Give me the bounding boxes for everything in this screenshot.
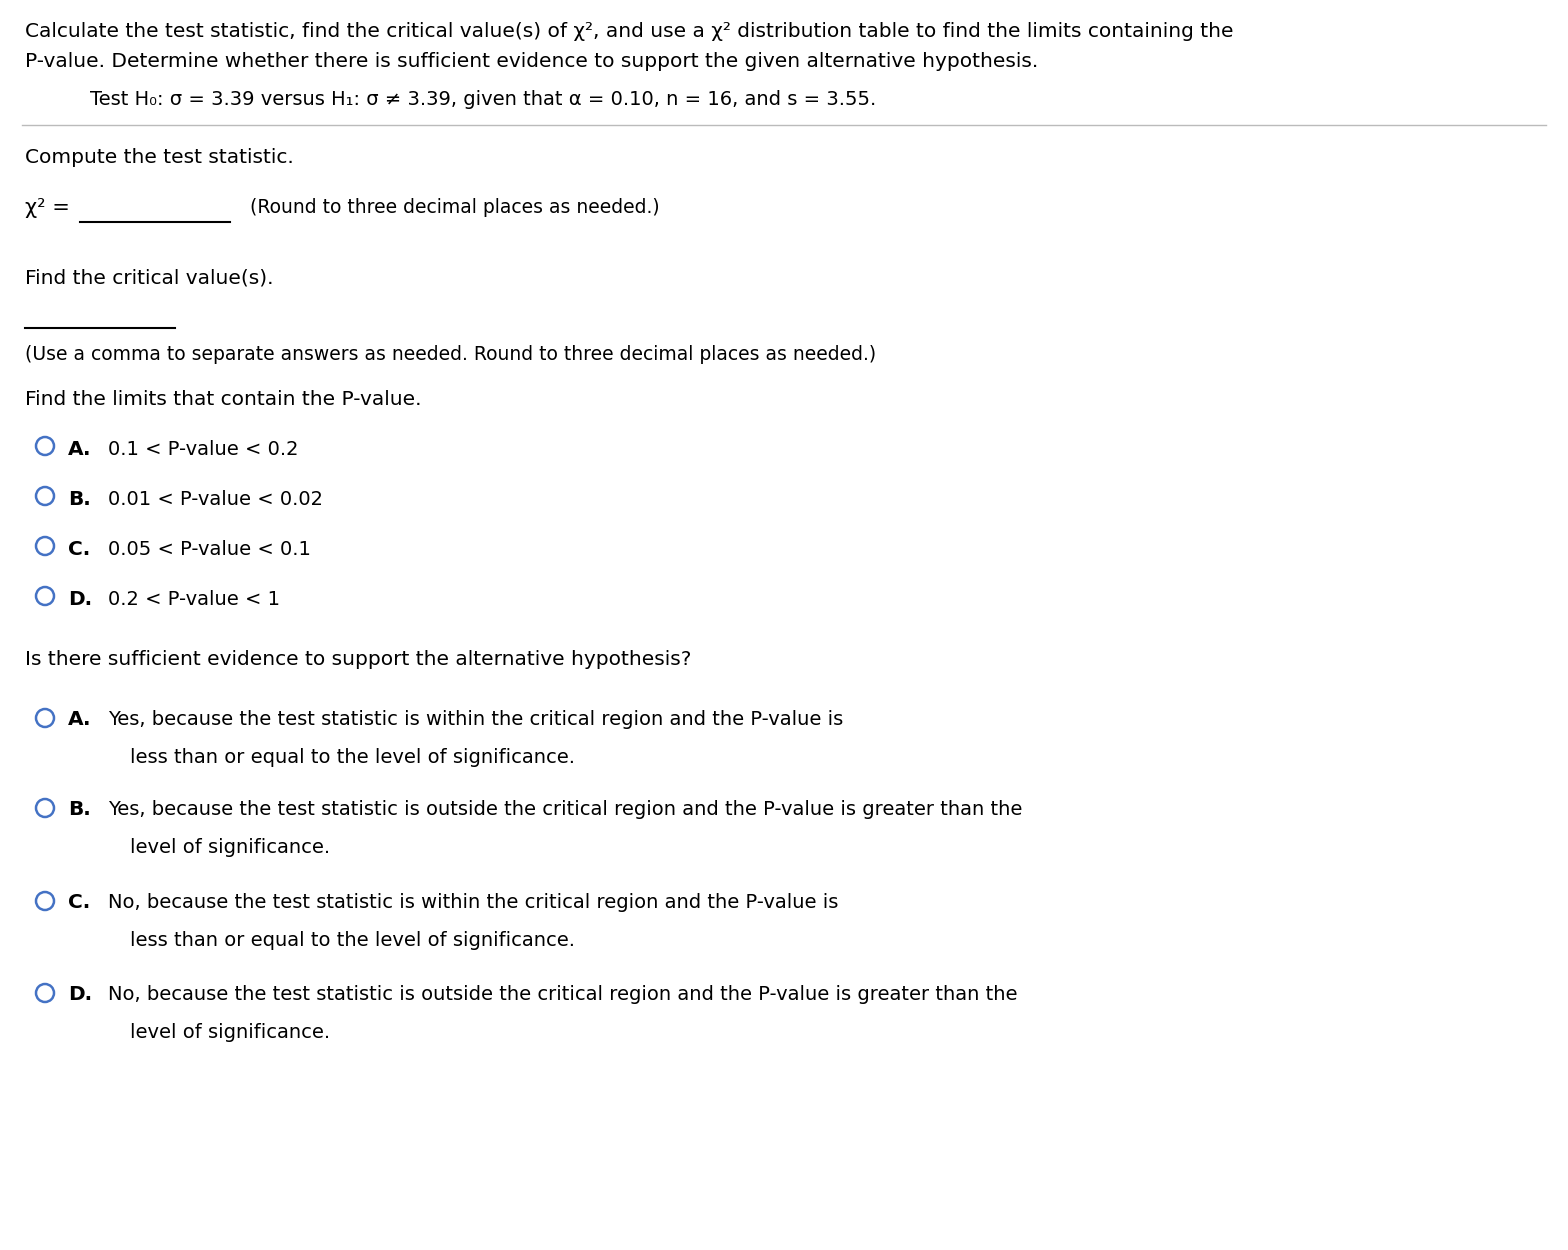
Text: Yes, because the test statistic is outside the critical region and the P-value i: Yes, because the test statistic is outsi… [108,800,1022,819]
Text: P-value. Determine whether there is sufficient evidence to support the given alt: P-value. Determine whether there is suff… [25,52,1038,71]
Text: 0.01 < P-value < 0.02: 0.01 < P-value < 0.02 [108,490,323,509]
Text: (Use a comma to separate answers as needed. Round to three decimal places as nee: (Use a comma to separate answers as need… [25,345,877,364]
Text: B.: B. [67,800,91,819]
Text: D.: D. [67,590,93,609]
Text: Find the critical value(s).: Find the critical value(s). [25,268,273,288]
Text: less than or equal to the level of significance.: less than or equal to the level of signi… [130,931,575,950]
Text: Is there sufficient evidence to support the alternative hypothesis?: Is there sufficient evidence to support … [25,650,691,669]
Text: 0.2 < P-value < 1: 0.2 < P-value < 1 [108,590,281,609]
Text: Compute the test statistic.: Compute the test statistic. [25,148,293,168]
Text: A.: A. [67,440,91,459]
Text: Find the limits that contain the P-value.: Find the limits that contain the P-value… [25,390,422,409]
Text: level of significance.: level of significance. [130,1022,331,1042]
Text: 0.05 < P-value < 0.1: 0.05 < P-value < 0.1 [108,540,310,559]
Text: D.: D. [67,985,93,1004]
Text: (Round to three decimal places as needed.): (Round to three decimal places as needed… [249,198,660,217]
Text: less than or equal to the level of significance.: less than or equal to the level of signi… [130,748,575,768]
Text: A.: A. [67,710,91,729]
Text: Calculate the test statistic, find the critical value(s) of χ², and use a χ² dis: Calculate the test statistic, find the c… [25,22,1234,41]
Text: B.: B. [67,490,91,509]
Text: Test H₀: σ = 3.39 versus H₁: σ ≠ 3.39, given that α = 0.10, n = 16, and s = 3.55: Test H₀: σ = 3.39 versus H₁: σ ≠ 3.39, g… [89,90,877,109]
Text: No, because the test statistic is outside the critical region and the P-value is: No, because the test statistic is outsid… [108,985,1018,1004]
Text: 0.1 < P-value < 0.2: 0.1 < P-value < 0.2 [108,440,298,459]
Text: No, because the test statistic is within the critical region and the P-value is: No, because the test statistic is within… [108,892,839,912]
Text: C.: C. [67,892,91,912]
Text: Yes, because the test statistic is within the critical region and the P-value is: Yes, because the test statistic is withi… [108,710,844,729]
Text: χ² =: χ² = [25,198,71,217]
Text: C.: C. [67,540,91,559]
Text: level of significance.: level of significance. [130,838,331,858]
